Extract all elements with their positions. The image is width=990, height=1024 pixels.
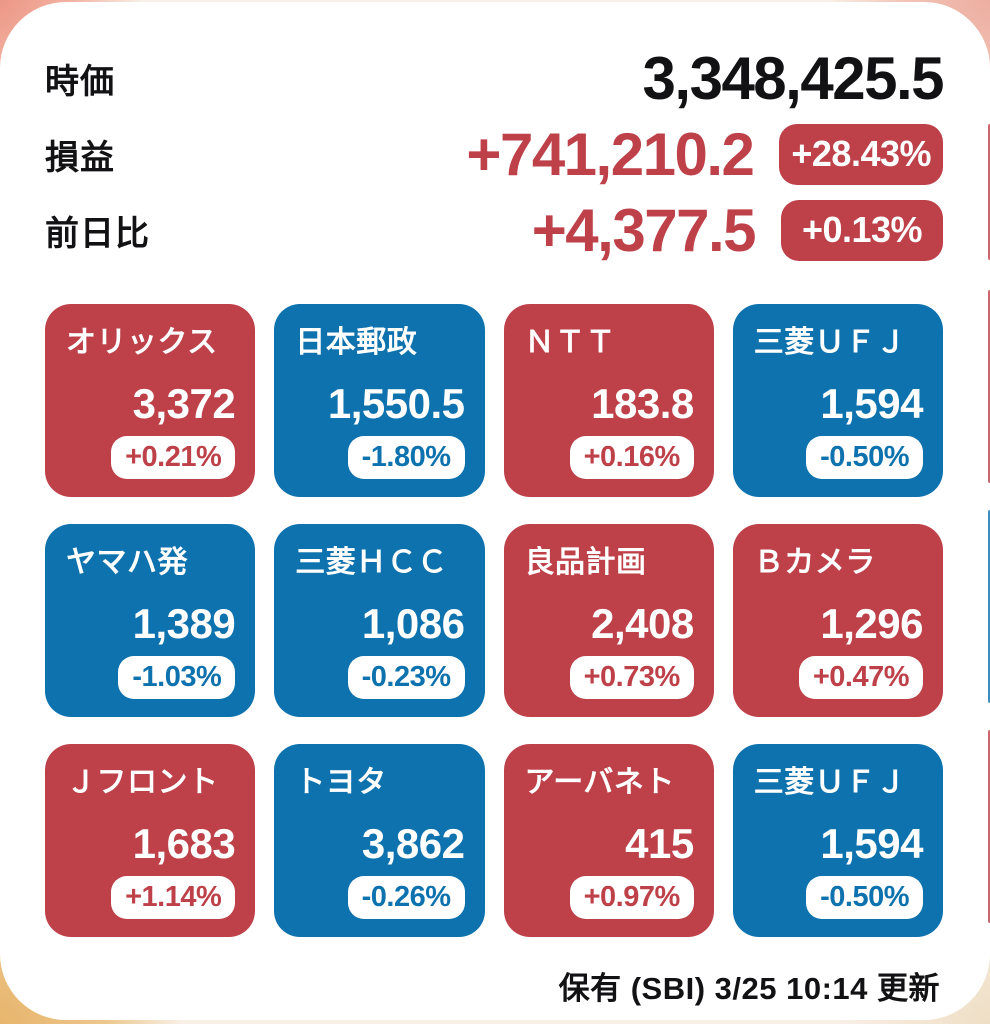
stock-price: 2,408 xyxy=(591,599,694,647)
stock-tile[interactable]: ＮＴＴ 183.8 +0.16% xyxy=(503,304,714,497)
stock-price: 1,389 xyxy=(132,599,236,647)
stock-tile[interactable]: 三菱ＨＣＣ 1,086 -0.23% xyxy=(274,524,485,717)
summary-row-day-change: 前日比 +4,377.5 +0.13% xyxy=(45,196,943,264)
stock-name: 三菱ＵＦＪ xyxy=(753,326,907,359)
stock-name: Ｊフロント xyxy=(66,766,219,799)
stock-change-pill: +0.73% xyxy=(569,655,694,699)
stock-price: 1,594 xyxy=(820,379,923,427)
summary-row-profit-loss: 損益 +741,210.2 +28.43% xyxy=(45,120,943,188)
stock-name: ＮＴＴ xyxy=(524,326,616,359)
stock-change-pill: +1.14% xyxy=(111,875,236,919)
day-change-label: 前日比 xyxy=(45,214,150,253)
stock-change-pill: +0.16% xyxy=(569,435,694,479)
stock-change-pill: +0.97% xyxy=(569,875,694,919)
stock-tile[interactable]: トヨタ 3,862 -0.26% xyxy=(274,744,485,937)
cutoff-sliver xyxy=(988,124,990,260)
stock-tile[interactable]: オリックス 3,372 +0.21% xyxy=(45,304,256,497)
stock-change-pill: -1.03% xyxy=(118,655,236,699)
stock-price: 1,550.5 xyxy=(327,379,465,427)
stock-price: 1,296 xyxy=(820,599,923,647)
stock-name: Ｂカメラ xyxy=(753,546,876,579)
stock-name: 日本郵政 xyxy=(295,326,418,359)
stock-change-pill: -0.50% xyxy=(806,435,923,479)
day-change-amount: +4,377.5 xyxy=(531,196,757,264)
stock-tile[interactable]: Ｊフロント 1,683 +1.14% xyxy=(45,744,256,937)
stock-change-pill: -0.50% xyxy=(806,875,923,919)
cutoff-sliver xyxy=(988,510,990,703)
stock-tile[interactable]: 日本郵政 1,550.5 -1.80% xyxy=(274,304,485,497)
stock-change-pill: -0.23% xyxy=(347,655,465,699)
stock-price: 3,372 xyxy=(132,379,236,427)
cutoff-sliver xyxy=(988,730,990,923)
stock-tile[interactable]: Ｂカメラ 1,296 +0.47% xyxy=(732,524,943,717)
profit-loss-amount: +741,210.2 xyxy=(466,120,754,188)
stock-price: 415 xyxy=(625,819,694,867)
summary-section: 時価 3,348,425.5 損益 +741,210.2 +28.43% 前日比… xyxy=(45,44,945,274)
day-change-percent-badge: +0.13% xyxy=(781,199,943,261)
market-value-label: 時価 xyxy=(45,62,115,101)
update-status-text: 保有 (SBI) 3/25 10:14 更新 xyxy=(558,971,940,1006)
stock-price: 183.8 xyxy=(591,379,694,427)
stock-tile[interactable]: 三菱ＵＦＪ 1,594 -0.50% xyxy=(732,744,943,937)
stock-name: 三菱ＨＣＣ xyxy=(295,546,448,579)
stock-tile[interactable]: 良品計画 2,408 +0.73% xyxy=(503,524,714,717)
stock-price: 1,594 xyxy=(820,819,923,867)
stock-price: 1,683 xyxy=(132,819,236,867)
stock-price: 3,862 xyxy=(361,819,465,867)
stock-change-pill: -1.80% xyxy=(347,435,465,479)
stock-change-pill: +0.21% xyxy=(111,435,236,479)
summary-row-market-value: 時価 3,348,425.5 xyxy=(45,44,945,112)
stock-change-pill: -0.26% xyxy=(347,875,465,919)
stock-grid: オリックス 3,372 +0.21% 日本郵政 1,550.5 -1.80% Ｎ… xyxy=(45,304,943,937)
cutoff-sliver xyxy=(988,290,990,483)
market-value-amount: 3,348,425.5 xyxy=(642,44,945,112)
stock-name: 良品計画 xyxy=(524,546,647,579)
stock-name: ヤマハ発 xyxy=(66,546,188,579)
stock-price: 1,086 xyxy=(361,599,465,647)
stock-name: トヨタ xyxy=(295,766,387,799)
profit-loss-percent-badge: +28.43% xyxy=(779,123,943,185)
stock-name: 三菱ＵＦＪ xyxy=(753,766,907,799)
stock-name: アーバネト xyxy=(524,766,675,799)
stock-tile[interactable]: 三菱ＵＦＪ 1,594 -0.50% xyxy=(732,304,943,497)
stock-change-pill: +0.47% xyxy=(798,655,923,699)
stock-name: オリックス xyxy=(66,326,218,359)
stock-tile[interactable]: アーバネト 415 +0.97% xyxy=(503,744,714,937)
profit-loss-label: 損益 xyxy=(45,138,115,177)
stock-tile[interactable]: ヤマハ発 1,389 -1.03% xyxy=(45,524,256,717)
